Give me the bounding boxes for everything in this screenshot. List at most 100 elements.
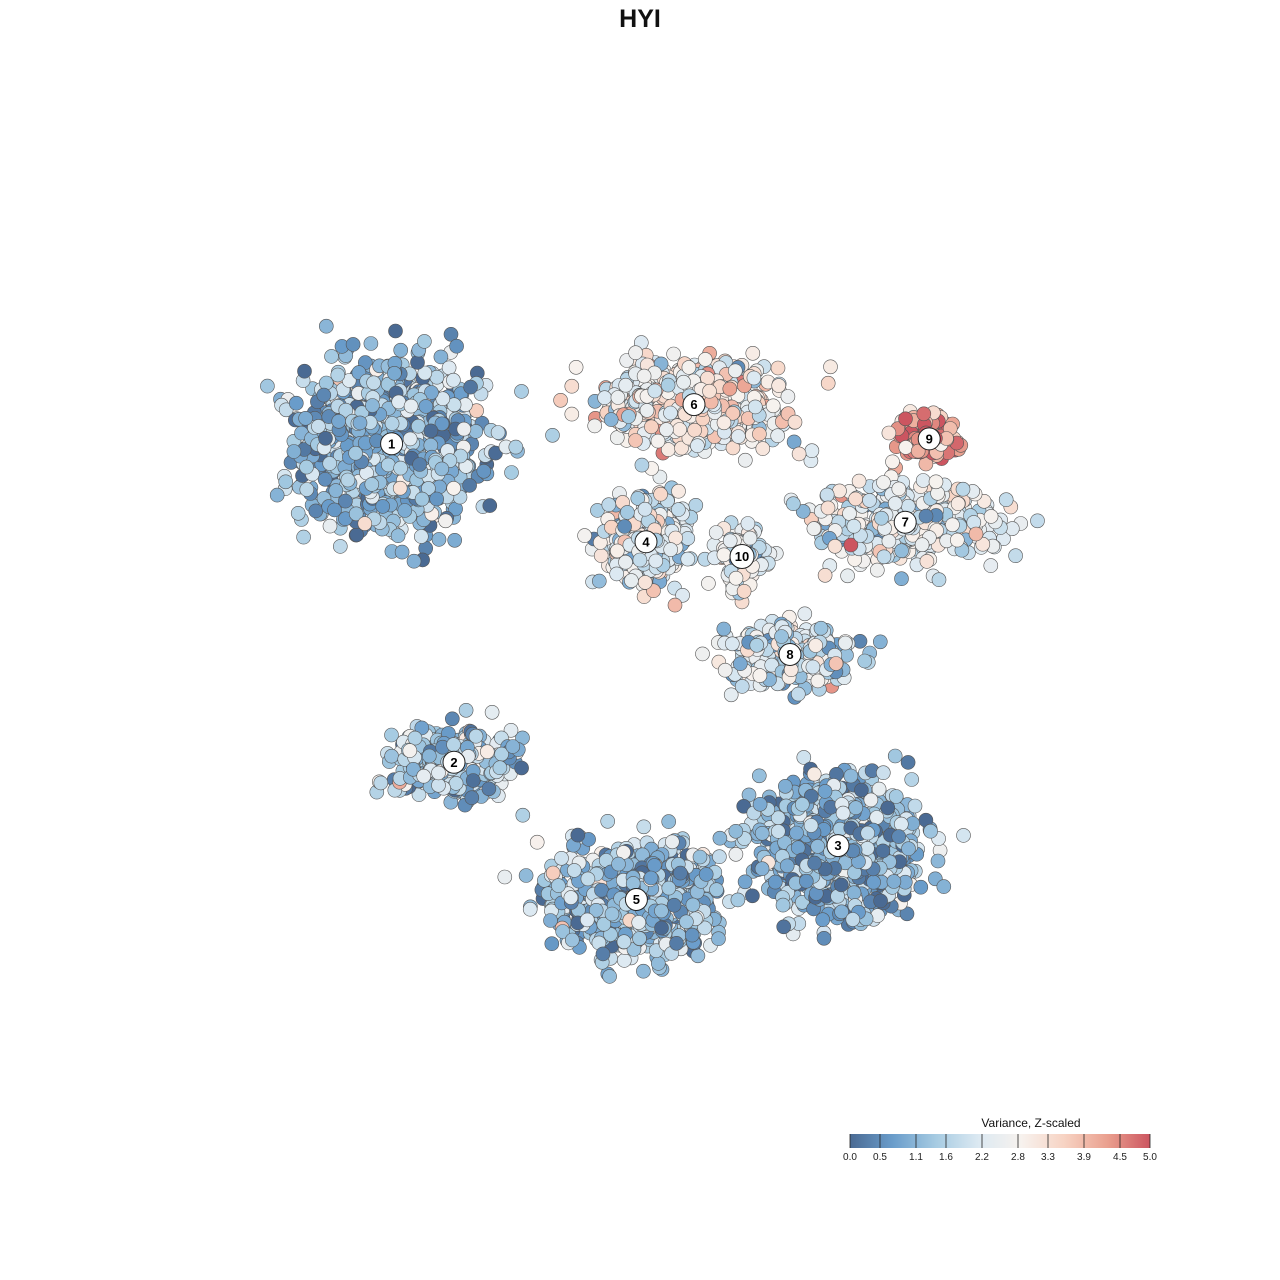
data-point — [317, 471, 333, 487]
data-point — [322, 518, 338, 534]
data-point — [737, 452, 753, 468]
data-point — [900, 755, 916, 770]
data-point — [846, 885, 862, 901]
data-point — [663, 542, 679, 557]
data-point — [886, 874, 902, 889]
data-point — [410, 418, 426, 434]
data-point — [332, 539, 348, 554]
data-point — [698, 867, 714, 882]
data-point — [492, 760, 508, 776]
data-point — [817, 784, 833, 799]
data-point — [446, 737, 461, 752]
data-point — [791, 446, 807, 462]
data-point — [476, 463, 492, 479]
data-point — [823, 359, 838, 375]
data-point — [661, 814, 677, 829]
data-point — [684, 927, 700, 943]
data-point — [597, 390, 612, 406]
data-point — [554, 850, 569, 866]
data-point — [564, 378, 580, 394]
data-point — [299, 459, 314, 475]
data-point — [845, 912, 861, 927]
data-point — [260, 378, 275, 394]
data-point — [601, 497, 617, 513]
data-point — [456, 421, 472, 437]
data-point — [375, 499, 391, 514]
data-point — [413, 529, 429, 544]
data-point — [810, 839, 826, 854]
data-point — [390, 528, 406, 544]
points-layer — [260, 318, 1045, 984]
data-point — [468, 424, 484, 439]
data-point — [269, 487, 285, 503]
data-point — [366, 375, 381, 391]
data-point — [709, 882, 724, 898]
data-point — [888, 789, 904, 804]
data-point — [438, 513, 453, 529]
data-point — [636, 819, 652, 835]
data-point — [288, 395, 304, 411]
data-point — [324, 349, 339, 364]
data-point — [780, 389, 796, 404]
data-point — [804, 443, 820, 459]
data-point — [692, 849, 708, 865]
data-point — [833, 877, 849, 893]
data-point — [806, 766, 822, 782]
data-point — [322, 456, 338, 471]
data-point — [441, 360, 457, 376]
data-point — [854, 782, 869, 798]
data-point — [448, 776, 464, 791]
data-point — [384, 727, 399, 743]
data-point — [620, 505, 635, 520]
data-point — [433, 349, 449, 365]
data-point — [318, 375, 334, 391]
data-point — [767, 874, 783, 890]
data-point — [543, 913, 558, 928]
data-point — [388, 323, 403, 339]
data-point — [790, 840, 806, 856]
data-point — [616, 934, 632, 950]
data-point — [593, 548, 609, 563]
data-point — [789, 825, 804, 841]
data-point — [866, 874, 881, 890]
data-point — [611, 856, 626, 872]
data-point — [464, 790, 480, 806]
data-point — [469, 403, 484, 419]
data-point — [875, 765, 891, 781]
data-point — [429, 491, 445, 507]
data-point — [522, 901, 538, 917]
data-point — [447, 532, 463, 548]
data-point — [373, 775, 389, 791]
data-point — [860, 841, 875, 856]
data-point — [545, 865, 561, 881]
data-point — [299, 482, 315, 497]
data-point — [690, 948, 706, 964]
data-point — [835, 805, 851, 821]
data-point — [414, 491, 430, 507]
data-point — [637, 575, 653, 590]
data-point — [636, 963, 651, 979]
data-point — [664, 834, 680, 850]
data-point — [875, 843, 891, 859]
data-point — [860, 825, 876, 841]
data-point — [745, 345, 761, 361]
data-point — [815, 912, 831, 928]
data-point — [647, 858, 662, 873]
data-point — [624, 573, 639, 588]
data-point — [357, 516, 373, 531]
data-point — [887, 748, 903, 764]
data-point — [331, 413, 347, 429]
data-point — [365, 398, 380, 413]
data-point — [468, 728, 484, 744]
data-point — [393, 342, 409, 358]
data-point — [505, 739, 521, 754]
data-point — [423, 423, 439, 439]
data-point — [515, 807, 531, 823]
data-point — [443, 326, 459, 342]
data-point — [497, 869, 513, 885]
data-point — [807, 855, 822, 871]
data-point — [779, 858, 795, 874]
data-point — [843, 768, 859, 784]
data-point — [564, 932, 580, 948]
data-point — [384, 416, 400, 431]
